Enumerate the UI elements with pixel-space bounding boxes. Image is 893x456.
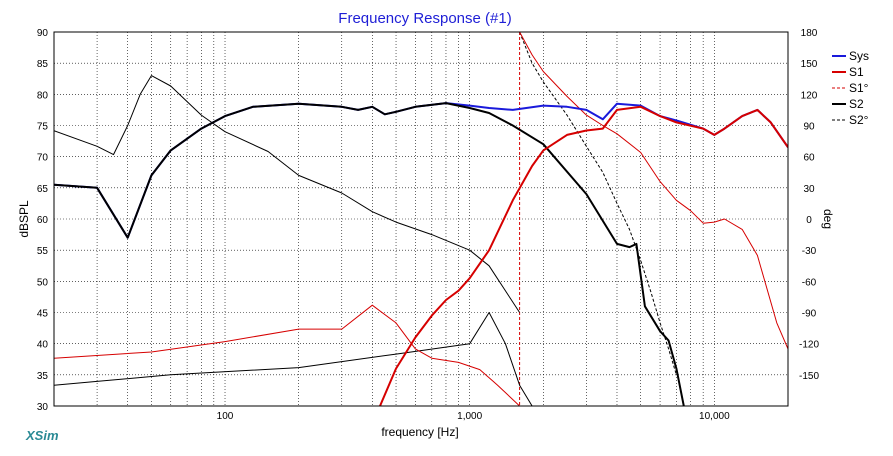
y2-tick-label: -120	[799, 340, 819, 351]
x-tick-label: 1,000	[457, 411, 482, 422]
y2-tick-label: -30	[802, 246, 817, 257]
y-tick-label: 45	[37, 309, 49, 320]
xsim-logo: XSim	[25, 428, 59, 443]
y2-tick-label: 90	[803, 122, 815, 133]
series-lines	[54, 32, 788, 406]
series-line-s1	[379, 105, 788, 406]
x-tick-labels: 100 1,000 10,000	[217, 411, 730, 422]
x-tick-label: 10,000	[699, 411, 730, 422]
x-tick-label: 100	[217, 411, 234, 422]
y-tick-label: 60	[37, 215, 49, 226]
y2-tick-label: 60	[803, 153, 815, 164]
y-tick-label: 90	[37, 28, 49, 39]
series-dashed-s2-wrapped	[519, 32, 677, 375]
y-tick-label: 85	[37, 59, 49, 70]
plot-frame	[53, 31, 789, 407]
y2-tick-label: 120	[801, 90, 818, 101]
series-line-s2-phase	[54, 75, 521, 313]
chart-title: Frequency Response (#1)	[338, 10, 511, 27]
series-line-s2-phase	[54, 312, 533, 406]
y2-tick-label: 30	[803, 184, 815, 195]
series-line-s1-phase	[54, 304, 520, 406]
y-tick-label: 70	[37, 153, 49, 164]
y-tick-label: 50	[37, 277, 49, 288]
y2-axis-label: deg	[821, 209, 835, 229]
legend-label: Sys	[849, 49, 869, 63]
y2-tick-label: 150	[801, 59, 818, 70]
series-line-s1-phase	[519, 32, 788, 350]
legend-label: S2	[849, 97, 864, 111]
y-axis-label: dBSPL	[17, 200, 31, 238]
y2-tick-label: -150	[799, 371, 819, 382]
y2-tick-label: -60	[802, 277, 817, 288]
legend: Sys S1 S1° S2 S2°	[832, 49, 869, 127]
y-right-tick-labels: -150 -120 -90 -60 -30 0 30 60 90 120 150 180	[799, 28, 819, 382]
y2-tick-label: 180	[801, 28, 818, 39]
y-tick-label: 65	[37, 184, 49, 195]
y-tick-label: 75	[37, 122, 49, 133]
y-tick-label: 40	[37, 340, 49, 351]
legend-label: S1	[849, 65, 864, 79]
y-tick-label: 55	[37, 246, 49, 257]
y-tick-label: 35	[37, 371, 49, 382]
legend-label: S2°	[849, 113, 869, 127]
y2-tick-label: -90	[802, 309, 817, 320]
legend-label: S1°	[849, 81, 869, 95]
y-left-tick-labels: 30 35 40 45 50 55 60 65 70 75 80 85 90	[37, 28, 49, 413]
series-line-s2	[54, 102, 685, 406]
y-tick-label: 30	[37, 402, 49, 413]
y2-tick-label: 0	[806, 215, 812, 226]
x-axis-label: frequency [Hz]	[381, 425, 458, 439]
y-tick-label: 80	[37, 90, 49, 101]
grid-lines	[54, 32, 788, 406]
